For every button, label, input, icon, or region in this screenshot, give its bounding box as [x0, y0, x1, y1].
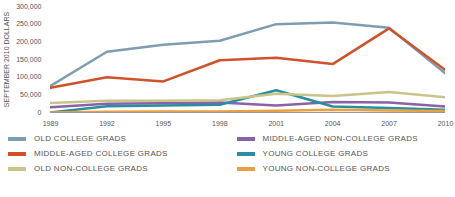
- html-text:YOUNG COLLEGE GRADS: YOUNG COLLEGE GRADS: [262, 149, 369, 158]
- html-text:YOUNG NON-COLLEGE GRADS: YOUNG NON-COLLEGE GRADS: [262, 164, 390, 173]
- svg-text:2001: 2001: [268, 120, 284, 127]
- svg-text:250,000: 250,000: [16, 20, 41, 27]
- svg-text:1995: 1995: [156, 120, 172, 127]
- html-text:OLD NON-COLLEGE GRADS: OLD NON-COLLEGE GRADS: [34, 164, 148, 173]
- svg-text:1992: 1992: [99, 120, 115, 127]
- svg-text:2010: 2010: [438, 120, 454, 127]
- svg-text:300,000: 300,000: [16, 3, 41, 10]
- svg-text:50,000: 50,000: [20, 91, 42, 98]
- svg-text:2007: 2007: [381, 120, 397, 127]
- svg-text:200,000: 200,000: [16, 38, 41, 45]
- html-text:OLD COLLEGE GRADS: OLD COLLEGE GRADS: [34, 134, 127, 143]
- svg-text:2004: 2004: [325, 120, 341, 127]
- svg-text:150,000: 150,000: [16, 56, 41, 63]
- svg-text:0: 0: [38, 109, 42, 116]
- html-text:MIDDLE-AGED COLLEGE GRADS: MIDDLE-AGED COLLEGE GRADS: [34, 149, 168, 158]
- html-text:MIDDLE-AGED NON-COLLEGE GRADS: MIDDLE-AGED NON-COLLEGE GRADS: [262, 134, 418, 143]
- svg-text:1998: 1998: [212, 120, 228, 127]
- svg-text:SEPTEMBER 2010 DOLLARS: SEPTEMBER 2010 DOLLARS: [3, 12, 10, 108]
- svg-text:1989: 1989: [43, 120, 59, 127]
- svg-text:100,000: 100,000: [16, 73, 41, 80]
